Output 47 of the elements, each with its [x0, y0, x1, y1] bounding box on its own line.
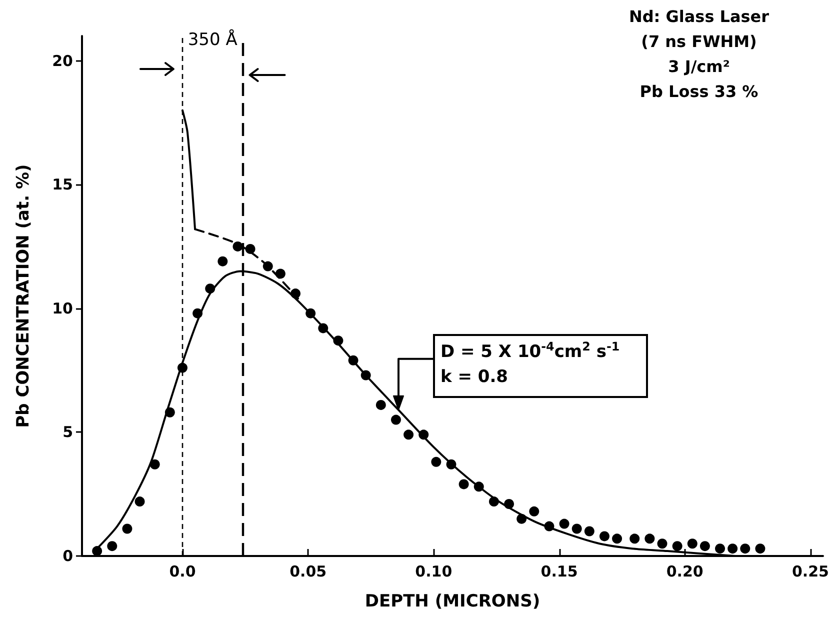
x-tick-label: 0.15	[540, 562, 578, 580]
point	[529, 506, 540, 516]
y-axis-title: Pb CONCENTRATION (at. %)	[14, 164, 34, 428]
point	[122, 524, 132, 534]
x-tick-label: 0.20	[666, 562, 704, 580]
x-axis-title: DEPTH (MICRONS)	[364, 592, 540, 612]
annotation: D = 5 X 10$^{-4}$cm$^{2}$ s$^{-1}$	[440, 339, 620, 364]
text: Nd: Glass Laser	[628, 7, 770, 26]
point	[644, 534, 655, 544]
point	[672, 541, 682, 552]
y-tick-label: 0	[62, 547, 73, 565]
point	[390, 414, 401, 425]
annotation: 3 J/cm²	[668, 57, 730, 76]
point	[92, 546, 102, 556]
annotation: k = 0.8	[440, 366, 508, 389]
point	[657, 538, 668, 549]
point	[755, 544, 766, 554]
point	[687, 538, 698, 549]
point	[700, 541, 710, 552]
point	[715, 544, 726, 554]
y-tick-label: 5	[62, 423, 73, 442]
point	[612, 534, 622, 544]
point	[107, 541, 118, 552]
y-tick-label: 20	[52, 52, 73, 70]
point	[559, 518, 570, 529]
y-tick-label: 15	[52, 176, 73, 194]
point	[630, 534, 640, 544]
point	[572, 524, 582, 534]
point	[404, 430, 414, 440]
point	[218, 256, 228, 266]
point	[431, 456, 442, 467]
x-tick-label: 0.0	[169, 562, 196, 580]
point	[458, 479, 469, 490]
x-tick-label: 0.25	[792, 562, 829, 580]
x-tick-label: 0.10	[415, 562, 452, 580]
annotation: (7 ns FWHM)	[641, 32, 757, 51]
annotation: Pb Loss 33 %	[640, 82, 758, 101]
point	[584, 526, 594, 536]
x-tick-label: 0.05	[290, 562, 327, 580]
point	[150, 459, 160, 470]
point	[376, 400, 386, 410]
point	[599, 531, 610, 542]
annotation: 350 Å	[188, 30, 238, 50]
point	[728, 544, 738, 554]
point	[134, 496, 145, 507]
y-tick-label: 10	[52, 299, 73, 318]
point	[740, 544, 750, 554]
